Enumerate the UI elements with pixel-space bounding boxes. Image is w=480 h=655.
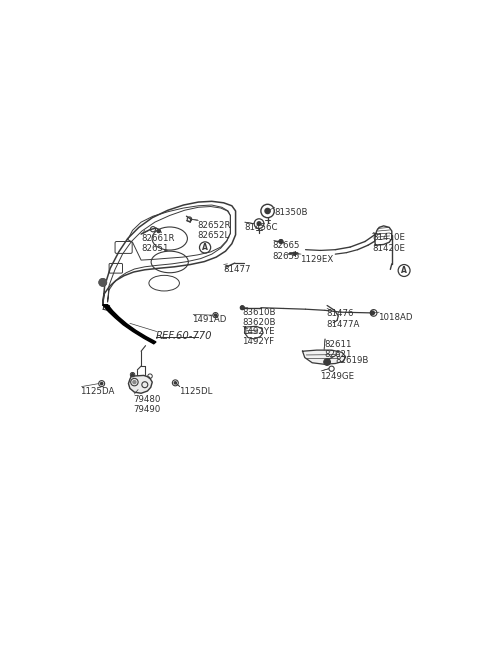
Text: 82661R
82651: 82661R 82651 [142,234,175,253]
Circle shape [371,311,374,315]
Text: 1249GE: 1249GE [321,371,355,381]
Circle shape [257,222,261,225]
Text: 83610B
83620B: 83610B 83620B [242,308,276,327]
Text: 1018AD: 1018AD [378,313,413,322]
Text: 82619B: 82619B [335,356,369,365]
Circle shape [324,360,330,365]
Text: 81410E
81420E: 81410E 81420E [372,233,406,253]
Text: 81477: 81477 [223,265,251,274]
Circle shape [279,240,283,244]
Text: 82652R
82652L: 82652R 82652L [198,221,231,240]
Circle shape [133,381,136,384]
Text: 1492YE
1492YF: 1492YE 1492YF [242,327,275,346]
Text: REF.60-770: REF.60-770 [156,331,213,341]
Polygon shape [129,375,152,393]
Polygon shape [103,305,156,344]
Text: 1129EX: 1129EX [300,255,333,264]
Text: 81456C: 81456C [244,223,277,232]
Circle shape [293,252,296,255]
Circle shape [265,208,270,214]
Circle shape [99,278,107,286]
Circle shape [157,230,160,233]
Text: 81476
81477A: 81476 81477A [326,309,360,329]
Polygon shape [302,350,346,364]
Text: 1125DL: 1125DL [179,387,213,396]
Text: 82611
82621: 82611 82621 [324,340,352,359]
Circle shape [174,382,177,384]
Text: 81350B: 81350B [274,208,307,217]
Text: A: A [401,266,407,275]
Circle shape [240,306,244,310]
Circle shape [132,373,133,376]
Text: 1491AD: 1491AD [192,315,227,324]
Text: 82665
82655: 82665 82655 [273,242,300,261]
Circle shape [100,383,103,384]
Text: 79480
79490: 79480 79490 [133,395,161,414]
Text: 1125DA: 1125DA [81,387,115,396]
Circle shape [215,314,216,316]
Text: A: A [202,243,208,252]
